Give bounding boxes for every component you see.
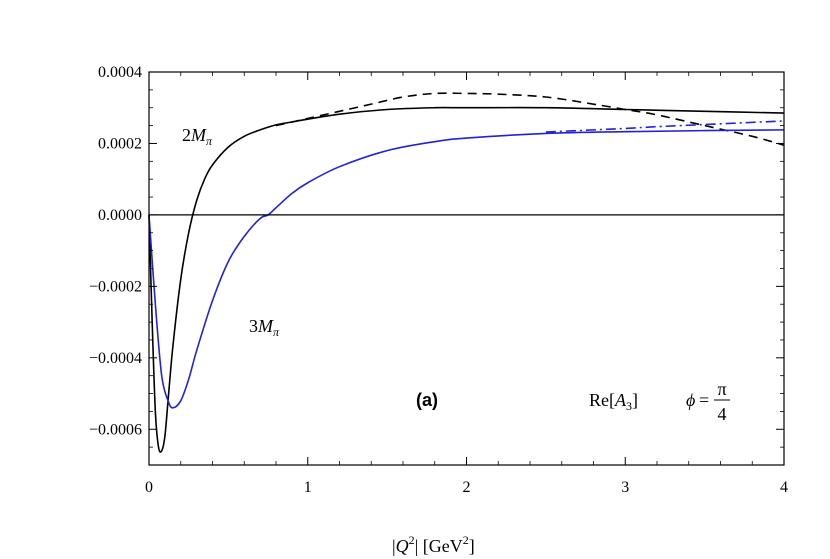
phi-symbol: ϕ <box>686 390 695 410</box>
x-tick-label: 0 <box>145 479 153 496</box>
quantity-label: Re[A3] <box>589 390 638 413</box>
y-tick-label: −0.0002 <box>89 278 142 295</box>
phi-denominator: 4 <box>718 404 727 424</box>
series-line-2 <box>148 129 785 409</box>
x-axis-label: |Q2| [GeV2] <box>392 533 475 556</box>
y-tick-label: 0.0002 <box>98 135 142 152</box>
phi-numerator: π <box>717 379 726 399</box>
x-tick-label: 3 <box>621 479 629 496</box>
x-tick-label: 1 <box>304 479 312 496</box>
curve-label-2mpi: 2Mπ <box>182 125 213 148</box>
y-tick-label: −0.0006 <box>89 421 142 438</box>
curves-layer <box>148 92 785 453</box>
panel-label: (a) <box>416 390 438 410</box>
x-tick-label: 2 <box>463 479 471 496</box>
x-tick-label: 4 <box>780 479 788 496</box>
phi-equals: = <box>699 390 709 410</box>
series-line-3 <box>545 120 785 133</box>
curve-label-3mpi: 3Mπ <box>249 316 280 339</box>
series-line-1 <box>275 92 785 147</box>
series-line-0 <box>148 106 785 453</box>
y-tick-label: −0.0004 <box>89 350 142 367</box>
y-tick-label: 0.0004 <box>98 64 142 81</box>
y-tick-label: 0.0000 <box>98 207 142 224</box>
ticks-layer: 0 1 2 3 4 0.0004 0.0002 0.0000 −0.0002 −0.0004 −0.… <box>89 64 788 496</box>
